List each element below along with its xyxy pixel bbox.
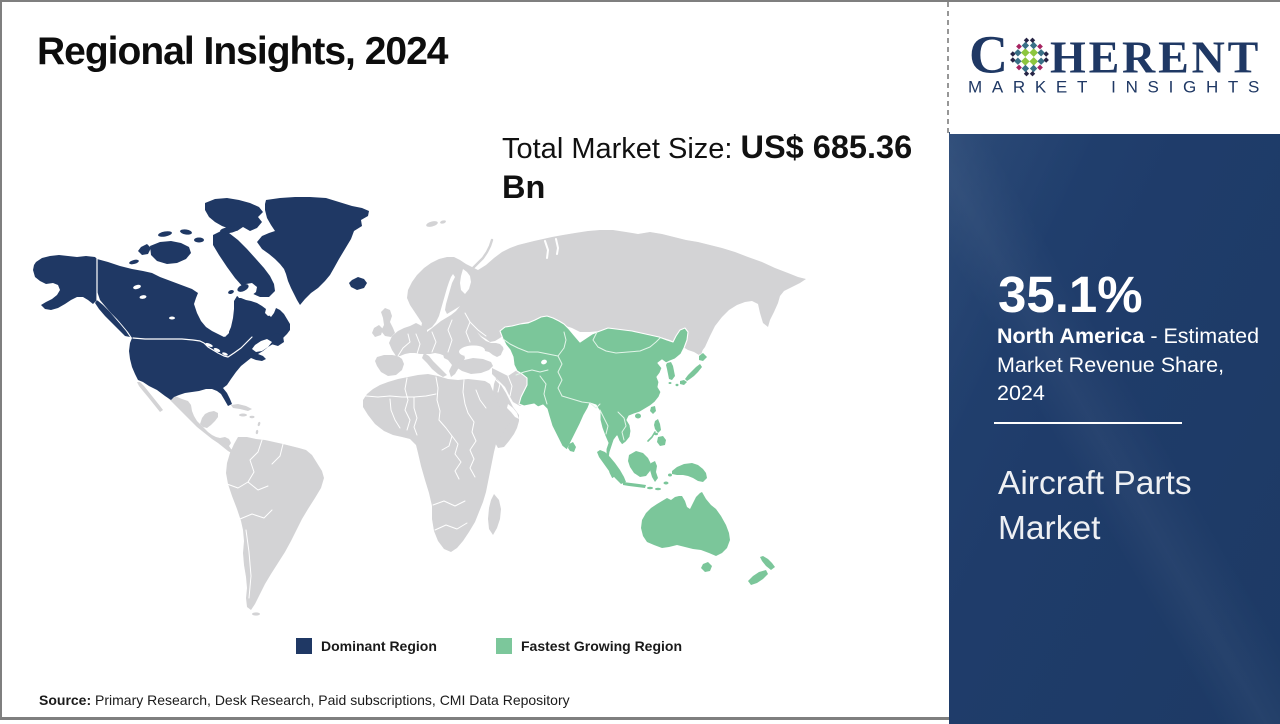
svg-text:C: C xyxy=(969,25,1008,85)
svg-text:MARKET INSIGHTS: MARKET INSIGHTS xyxy=(968,78,1269,97)
svg-text:HERENT: HERENT xyxy=(1050,32,1261,83)
